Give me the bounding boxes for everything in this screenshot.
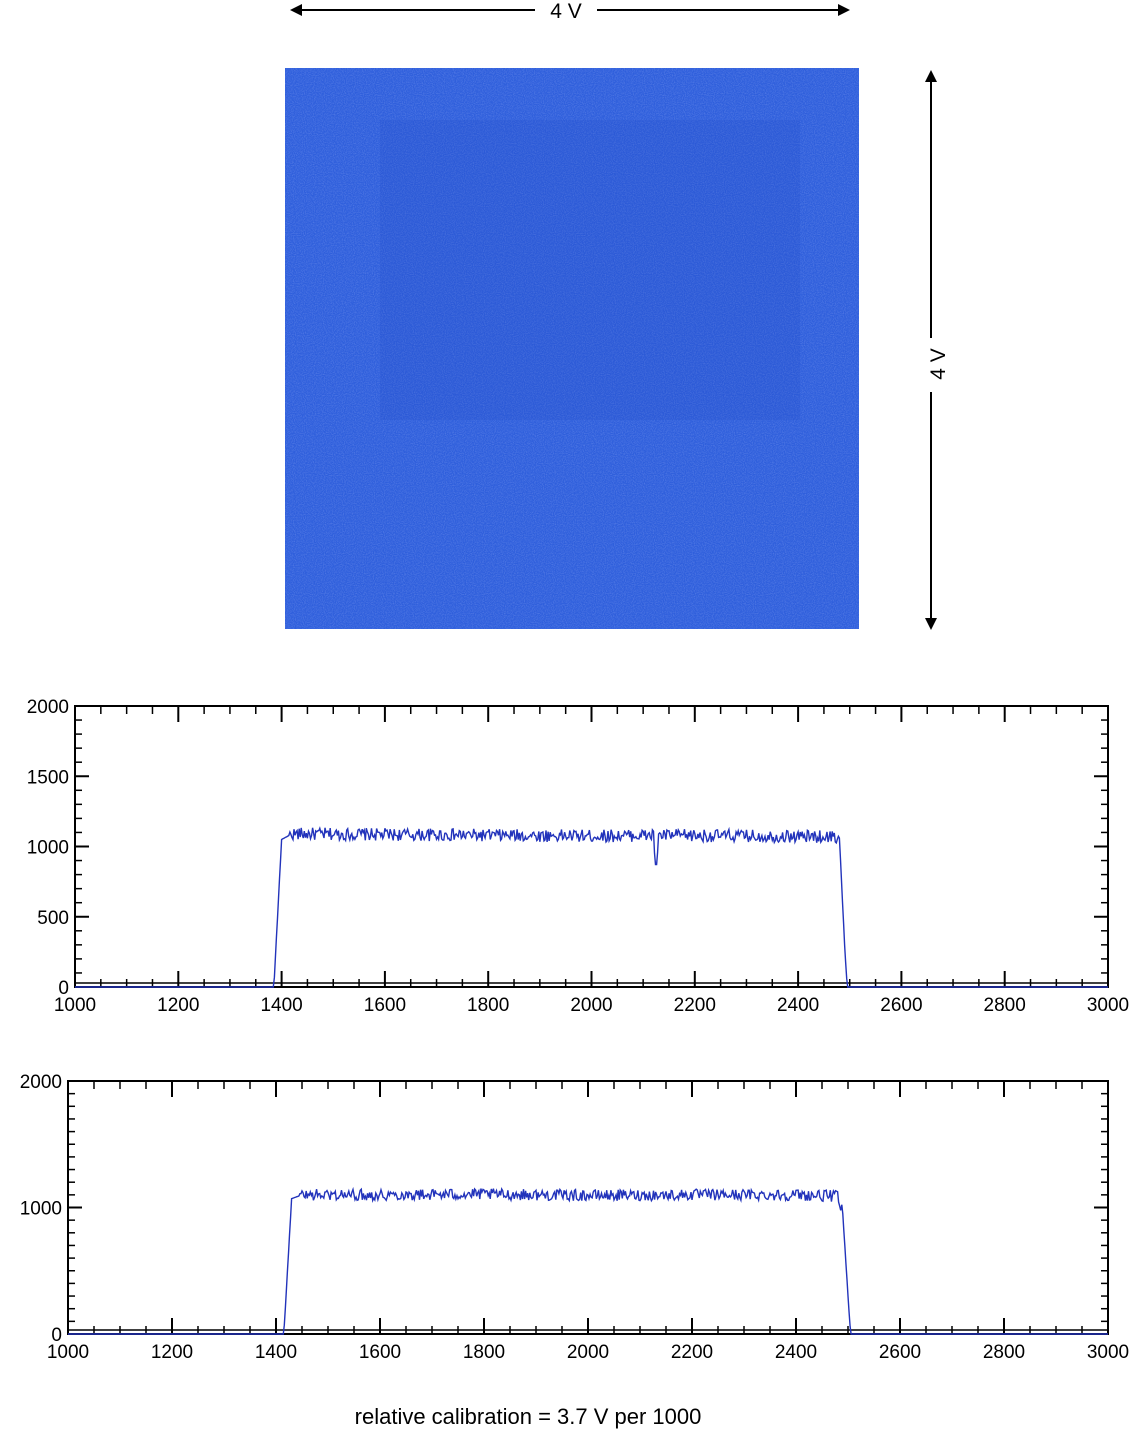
x-tick-label: 1800 [467,995,509,1016]
y-tick-label: 2000 [27,697,69,718]
vertical-dimension: 4 V [925,70,950,630]
scan-texture [285,68,859,629]
calibration-caption: relative calibration = 3.7 V per 1000 [355,1404,702,1429]
x-tick-label: 2800 [983,1342,1025,1363]
x-tick-label: 1200 [157,995,199,1016]
x-tick-label: 1600 [359,1342,401,1363]
y-tick-label: 1000 [20,1199,62,1220]
x-tick-label: 2400 [777,995,819,1016]
data-trace [68,1186,1108,1335]
histogram-chart-1: 1000 1200 1400 1600 1800 2000 2200 2400 2600 2800… [27,697,1129,1016]
x-tick-label: 2200 [674,995,716,1016]
y-tick-label: 0 [51,1325,62,1346]
horizontal-dimension: 4 V [290,0,850,23]
data-trace [75,826,1108,988]
x-tick-label: 1400 [255,1342,297,1363]
x-tick-label: 3000 [1087,995,1129,1016]
x-tick-label: 2600 [879,1342,921,1363]
x-tick-label: 2800 [984,995,1026,1016]
x-tick-label: 2000 [570,995,612,1016]
y-tick-label: 2000 [20,1072,62,1093]
x-tick-label: 1200 [151,1342,193,1363]
x-tick-label: 1800 [463,1342,505,1363]
histogram-chart-2: 1000 1200 1400 1600 1800 2000 2200 2400 2600 2800… [20,1072,1129,1363]
x-tick-label: 2200 [671,1342,713,1363]
y-tick-label: 500 [37,908,69,929]
x-tick-label: 2000 [567,1342,609,1363]
x-tick-label: 2400 [775,1342,817,1363]
scan-shade [380,120,800,420]
vertical-dimension-label: 4 V [927,348,950,380]
x-tick-label: 2600 [880,995,922,1016]
x-tick-label: 3000 [1087,1342,1129,1363]
y-tick-label: 1500 [27,767,69,788]
plot-frame [74,705,1109,988]
x-tick-label: 1400 [260,995,302,1016]
x-tick-label: 1000 [54,995,96,1016]
x-tick-label: 1600 [364,995,406,1016]
horizontal-dimension-label: 4 V [550,0,582,23]
y-tick-label: 1000 [27,838,69,859]
scan-image [285,68,859,629]
y-tick-label: 0 [58,978,69,999]
x-tick-label: 1000 [47,1342,89,1363]
plot-frame [67,1080,1109,1335]
